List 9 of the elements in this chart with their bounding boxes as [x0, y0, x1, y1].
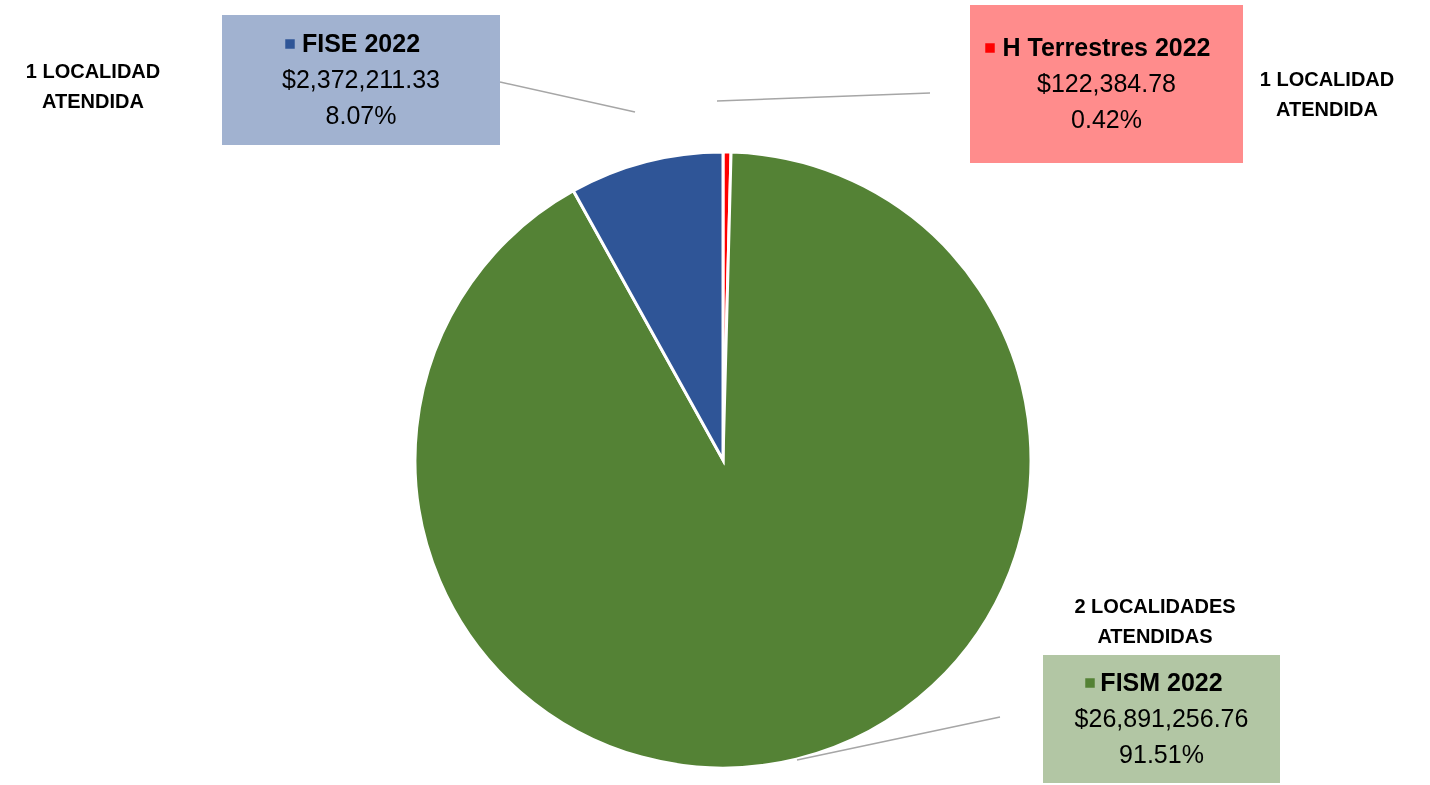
- text: 1 LOCALIDAD ATENDIDA: [1259, 68, 1395, 120]
- data-label: $122,384.78 0.42%: [1036, 69, 1177, 133]
- legend-label: FISM 2022: [1100, 668, 1223, 696]
- text: 1 LOCALIDAD ATENDIDA: [25, 60, 161, 112]
- legend-label: FISE 2022: [301, 29, 421, 57]
- data-label: $26,891,256.76 91.51%: [1074, 704, 1249, 768]
- legend-label: H Terrestres 2022: [1002, 33, 1211, 61]
- data-label: $2,372,211.33 8.07%: [281, 65, 441, 129]
- text: 2 LOCALIDADES ATENDIDAS: [1074, 595, 1236, 647]
